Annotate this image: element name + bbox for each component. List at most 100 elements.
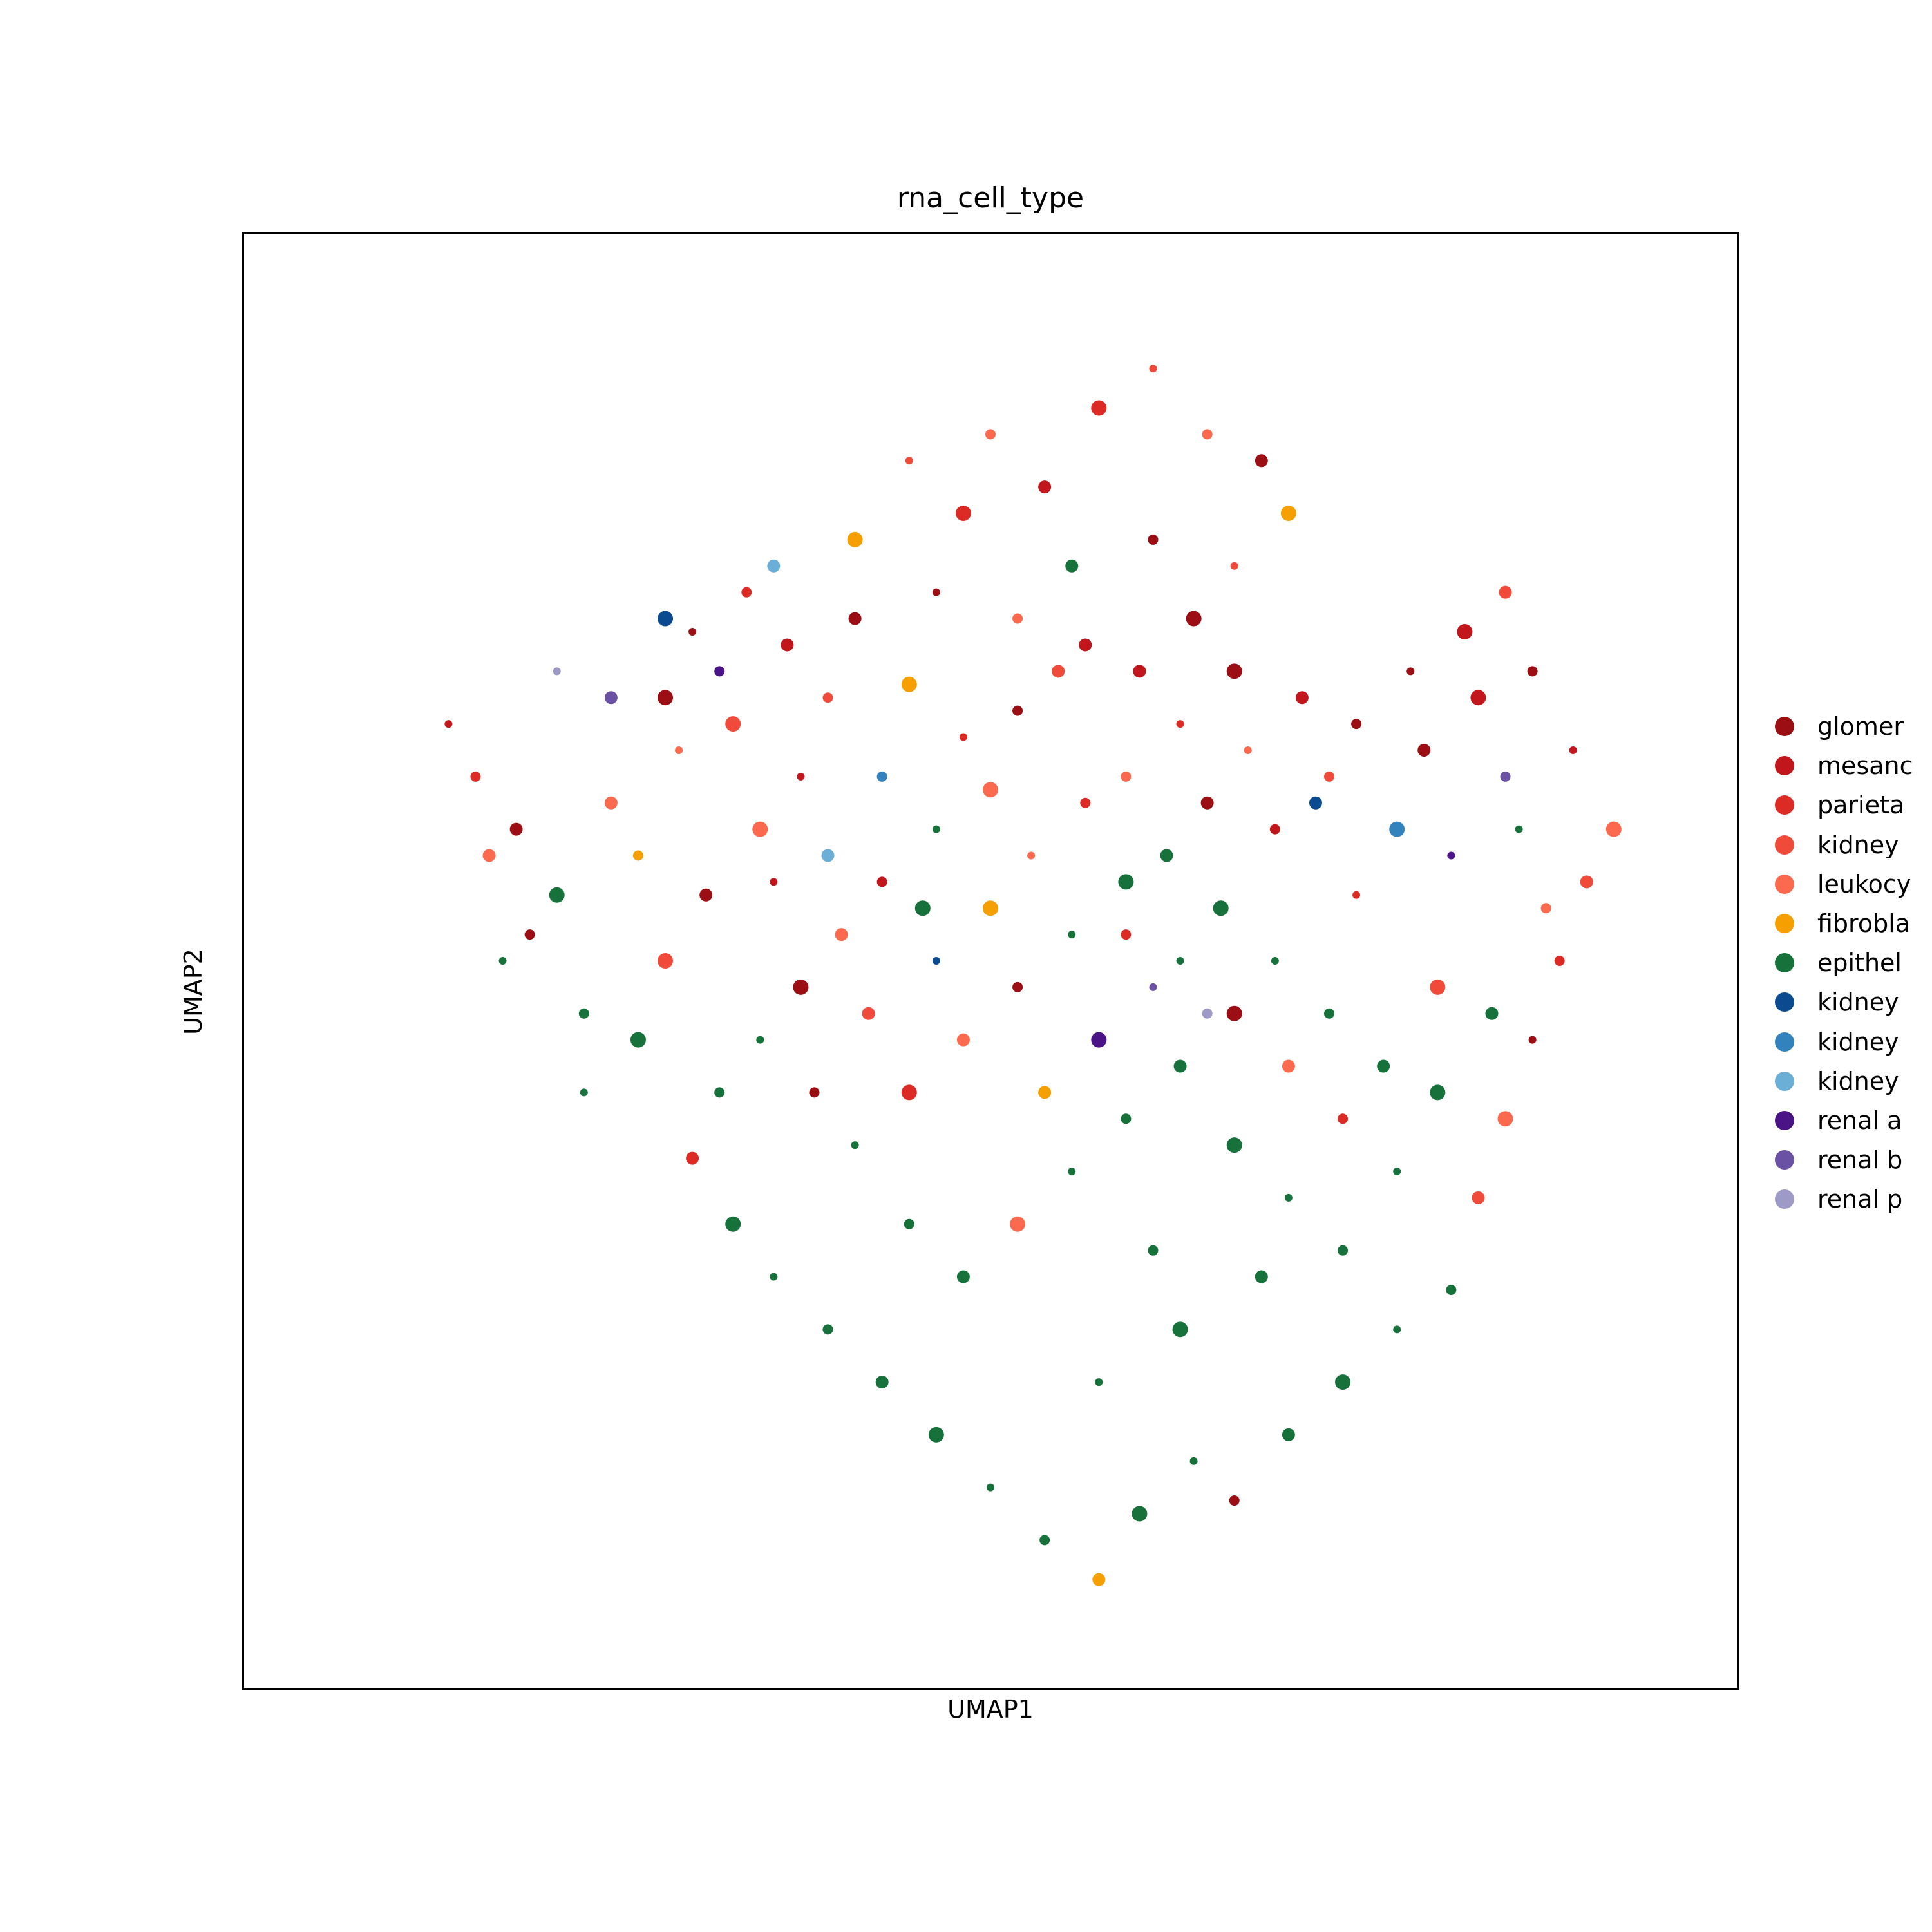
scatter-point <box>904 1218 914 1229</box>
scatter-point <box>1202 429 1213 440</box>
scatter-plot <box>444 365 1622 1586</box>
scatter-point <box>741 587 752 598</box>
scatter-point <box>1393 1168 1401 1176</box>
legend-marker <box>1775 756 1794 776</box>
scatter-point <box>1229 1495 1240 1506</box>
scatter-point <box>1500 771 1511 782</box>
scatter-point <box>714 1087 725 1098</box>
scatter-point <box>1430 1084 1446 1101</box>
scatter-point <box>630 1032 646 1048</box>
scatter-point <box>1527 666 1538 677</box>
scatter-point <box>1091 400 1107 416</box>
scatter-point <box>1351 719 1362 730</box>
scatter-point <box>901 676 917 692</box>
legend-label: leukocy <box>1817 869 1911 898</box>
scatter-point <box>1284 1193 1293 1202</box>
scatter-point <box>835 928 848 942</box>
scatter-point <box>1065 559 1079 573</box>
scatter-point <box>1118 874 1134 890</box>
legend-marker <box>1775 874 1794 894</box>
scatter-point <box>862 1007 875 1020</box>
scatter-point <box>1271 957 1279 965</box>
legend-item: fibrobla <box>1765 904 1910 943</box>
legend-item: epithel <box>1765 943 1902 982</box>
scatter-point <box>822 1324 833 1335</box>
scatter-point <box>767 559 781 573</box>
scatter-point <box>1012 981 1023 992</box>
scatter-point <box>1121 1113 1132 1124</box>
legend-marker <box>1775 953 1794 973</box>
legend-marker <box>1775 1111 1794 1130</box>
scatter-point <box>1133 665 1146 678</box>
scatter-point <box>1038 1086 1052 1099</box>
scatter-point <box>1280 506 1296 522</box>
scatter-point <box>604 796 618 810</box>
scatter-point <box>1295 691 1309 705</box>
scatter-point <box>1092 1573 1106 1586</box>
scatter-point <box>1499 585 1512 599</box>
scatter-point <box>1079 638 1092 652</box>
scatter-point <box>553 667 561 676</box>
scatter-point <box>1039 1535 1050 1546</box>
scatter-point <box>956 1033 970 1046</box>
scatter-point <box>444 720 453 728</box>
scatter-point <box>928 1426 944 1443</box>
scatter-point <box>1132 1506 1148 1522</box>
legend-label: renal p <box>1817 1185 1903 1214</box>
scatter-point <box>1282 1059 1295 1073</box>
scatter-point <box>770 878 778 886</box>
scatter-point <box>714 666 725 677</box>
scatter-point <box>699 888 713 902</box>
scatter-point <box>658 953 674 969</box>
scatter-point <box>914 900 931 916</box>
scatter-point <box>725 716 741 732</box>
legend-label: fibrobla <box>1817 909 1911 938</box>
scatter-point <box>1528 1036 1537 1044</box>
scatter-point <box>1335 1374 1351 1390</box>
scatter-point <box>524 929 535 940</box>
scatter-point <box>1497 1111 1513 1127</box>
scatter-point <box>959 733 967 741</box>
scatter-point <box>1569 746 1577 754</box>
scatter-point <box>932 588 940 596</box>
scatter-point <box>932 825 940 833</box>
legend-label: renal a <box>1817 1106 1902 1135</box>
scatter-point <box>955 506 971 522</box>
scatter-point <box>1430 979 1446 995</box>
scatter-point <box>905 457 913 465</box>
scatter-point <box>1080 797 1091 808</box>
legend-marker <box>1775 835 1794 855</box>
scatter-point <box>847 531 863 547</box>
scatter-point <box>932 957 940 965</box>
scatter-point <box>1068 931 1076 939</box>
scatter-point <box>1226 1137 1242 1153</box>
scatter-point <box>770 1273 778 1281</box>
scatter-point <box>604 691 618 705</box>
scatter-point <box>987 1483 994 1492</box>
scatter-point <box>1282 1428 1295 1441</box>
legend-item: kidney <box>1765 1062 1899 1101</box>
scatter-point <box>1027 851 1036 860</box>
legend-item: renal a <box>1765 1101 1902 1140</box>
scatter-point <box>1338 1245 1349 1256</box>
legend-item: parieta <box>1765 786 1904 824</box>
scatter-point <box>482 849 496 862</box>
scatter-point <box>1554 956 1565 966</box>
legend-item: kidney <box>1765 1023 1899 1061</box>
scatter-point <box>1352 891 1361 899</box>
scatter-point <box>1309 796 1322 810</box>
scatter-point <box>848 612 862 625</box>
legend-marker <box>1775 914 1794 933</box>
scatter-point <box>901 1084 917 1101</box>
scatter-point <box>549 887 565 903</box>
scatter-point <box>1377 1059 1390 1073</box>
legend-label: kidney <box>1817 988 1899 1017</box>
scatter-point <box>1200 796 1214 810</box>
scatter-point <box>578 1008 589 1019</box>
legend-marker <box>1775 717 1794 736</box>
scatter-point <box>1230 562 1238 570</box>
scatter-point <box>498 957 507 965</box>
scatter-point <box>1324 771 1334 782</box>
legend-label: kidney <box>1817 830 1899 859</box>
